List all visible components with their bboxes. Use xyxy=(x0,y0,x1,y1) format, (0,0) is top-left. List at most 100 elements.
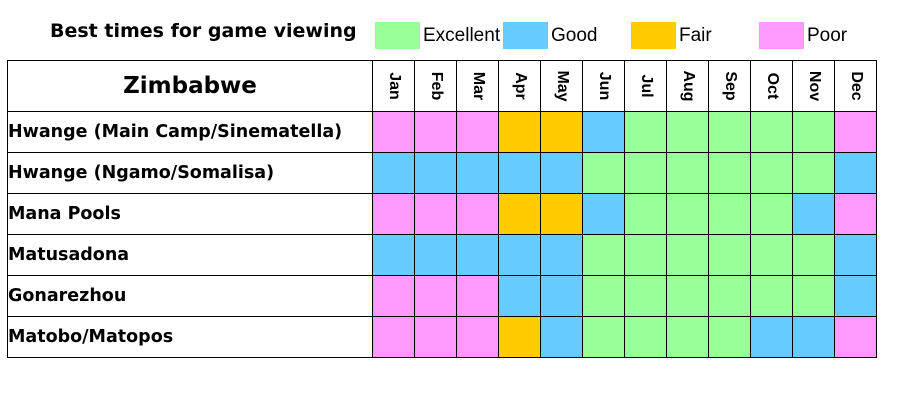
month-header-aug: Aug xyxy=(666,60,709,112)
rating-cell-mar xyxy=(456,193,499,235)
month-header-jul: Jul xyxy=(624,60,667,112)
month-label: Jun xyxy=(595,71,613,101)
month-label: Aug xyxy=(679,70,697,102)
rating-cell-may xyxy=(540,234,583,276)
legend-swatch xyxy=(503,22,548,49)
region-header: Zimbabwe xyxy=(7,60,373,112)
rating-cell-dec xyxy=(834,234,877,276)
month-label: May xyxy=(553,70,571,102)
month-label: Feb xyxy=(427,71,445,101)
park-name: Hwange (Main Camp/Sinematella) xyxy=(7,111,373,153)
rating-cell-feb xyxy=(414,152,457,194)
rating-cell-aug xyxy=(666,193,709,235)
rating-cell-feb xyxy=(414,275,457,317)
month-label: Jan xyxy=(385,72,403,100)
rating-cell-dec xyxy=(834,193,877,235)
month-header-jan: Jan xyxy=(372,60,415,112)
rating-cell-apr xyxy=(498,316,541,358)
rating-cell-dec xyxy=(834,316,877,358)
rating-cell-dec xyxy=(834,111,877,153)
month-header-jun: Jun xyxy=(582,60,625,112)
rating-cell-jan xyxy=(372,193,415,235)
rating-cell-sep xyxy=(708,193,751,235)
rating-cell-nov xyxy=(792,111,835,153)
rating-cell-jan xyxy=(372,234,415,276)
game-viewing-table: Zimbabwe Jan Feb Mar Apr May Jun Jul Aug Sep Oct N… xyxy=(7,60,877,358)
rating-cell-jan xyxy=(372,111,415,153)
month-header-mar: Mar xyxy=(456,60,499,112)
rating-cell-jan xyxy=(372,316,415,358)
rating-cell-may xyxy=(540,111,583,153)
park-name: Mana Pools xyxy=(7,193,373,235)
rating-cell-aug xyxy=(666,111,709,153)
park-name: Gonarezhou xyxy=(7,275,373,317)
rating-cell-mar xyxy=(456,316,499,358)
legend-label: Good xyxy=(551,25,598,46)
rating-cell-sep xyxy=(708,111,751,153)
rating-cell-jan xyxy=(372,152,415,194)
month-header-sep: Sep xyxy=(708,60,751,112)
rating-cell-may xyxy=(540,193,583,235)
month-label: Mar xyxy=(469,71,487,101)
rating-cell-mar xyxy=(456,152,499,194)
rating-cell-nov xyxy=(792,152,835,194)
rating-cell-sep xyxy=(708,152,751,194)
rating-cell-aug xyxy=(666,316,709,358)
rating-cell-sep xyxy=(708,316,751,358)
rating-cell-mar xyxy=(456,234,499,276)
month-label: Nov xyxy=(805,70,823,102)
header-row: Zimbabwe Jan Feb Mar Apr May Jun Jul Aug Sep Oct N… xyxy=(7,60,877,112)
rating-cell-jan xyxy=(372,275,415,317)
rating-cell-aug xyxy=(666,152,709,194)
rating-cell-sep xyxy=(708,275,751,317)
rating-cell-jul xyxy=(624,111,667,153)
rating-cell-jul xyxy=(624,275,667,317)
table-row: Hwange (Main Camp/Sinematella) xyxy=(7,111,877,153)
rating-cell-may xyxy=(540,152,583,194)
legend-label: Excellent xyxy=(423,25,501,46)
rating-cell-jul xyxy=(624,152,667,194)
rating-cell-apr xyxy=(498,234,541,276)
rating-cell-dec xyxy=(834,152,877,194)
rating-cell-feb xyxy=(414,111,457,153)
rating-cell-feb xyxy=(414,316,457,358)
month-header-oct: Oct xyxy=(750,60,793,112)
rating-cell-may xyxy=(540,275,583,317)
month-header-dec: Dec xyxy=(834,60,877,112)
rating-cell-nov xyxy=(792,234,835,276)
rating-cell-mar xyxy=(456,111,499,153)
rating-cell-apr xyxy=(498,275,541,317)
table-row: Matusadona xyxy=(7,234,877,276)
month-label: Jul xyxy=(637,74,655,98)
rating-cell-jul xyxy=(624,193,667,235)
rating-cell-oct xyxy=(750,152,793,194)
legend-swatch xyxy=(375,22,420,49)
month-label: Sep xyxy=(721,71,739,101)
month-header-apr: Apr xyxy=(498,60,541,112)
rating-cell-jun xyxy=(582,111,625,153)
rating-cell-may xyxy=(540,316,583,358)
rating-cell-feb xyxy=(414,234,457,276)
park-name: Matobo/Matopos xyxy=(7,316,373,358)
rating-cell-dec xyxy=(834,275,877,317)
legend-swatch xyxy=(759,22,804,49)
chart-title: Best times for game viewing xyxy=(50,20,357,42)
month-header-may: May xyxy=(540,60,583,112)
rating-cell-nov xyxy=(792,316,835,358)
rating-cell-oct xyxy=(750,193,793,235)
rating-cell-jun xyxy=(582,275,625,317)
legend-label: Fair xyxy=(679,25,712,46)
rating-cell-jun xyxy=(582,316,625,358)
table-row: Hwange (Ngamo/Somalisa) xyxy=(7,152,877,194)
rating-cell-mar xyxy=(456,275,499,317)
rating-cell-jul xyxy=(624,316,667,358)
legend-swatch xyxy=(631,22,676,49)
month-label: Apr xyxy=(511,72,529,100)
rating-cell-oct xyxy=(750,316,793,358)
rating-cell-jun xyxy=(582,234,625,276)
rating-cell-apr xyxy=(498,152,541,194)
month-header-nov: Nov xyxy=(792,60,835,112)
legend-label: Poor xyxy=(807,25,848,46)
rating-cell-nov xyxy=(792,193,835,235)
month-label: Dec xyxy=(847,71,865,101)
